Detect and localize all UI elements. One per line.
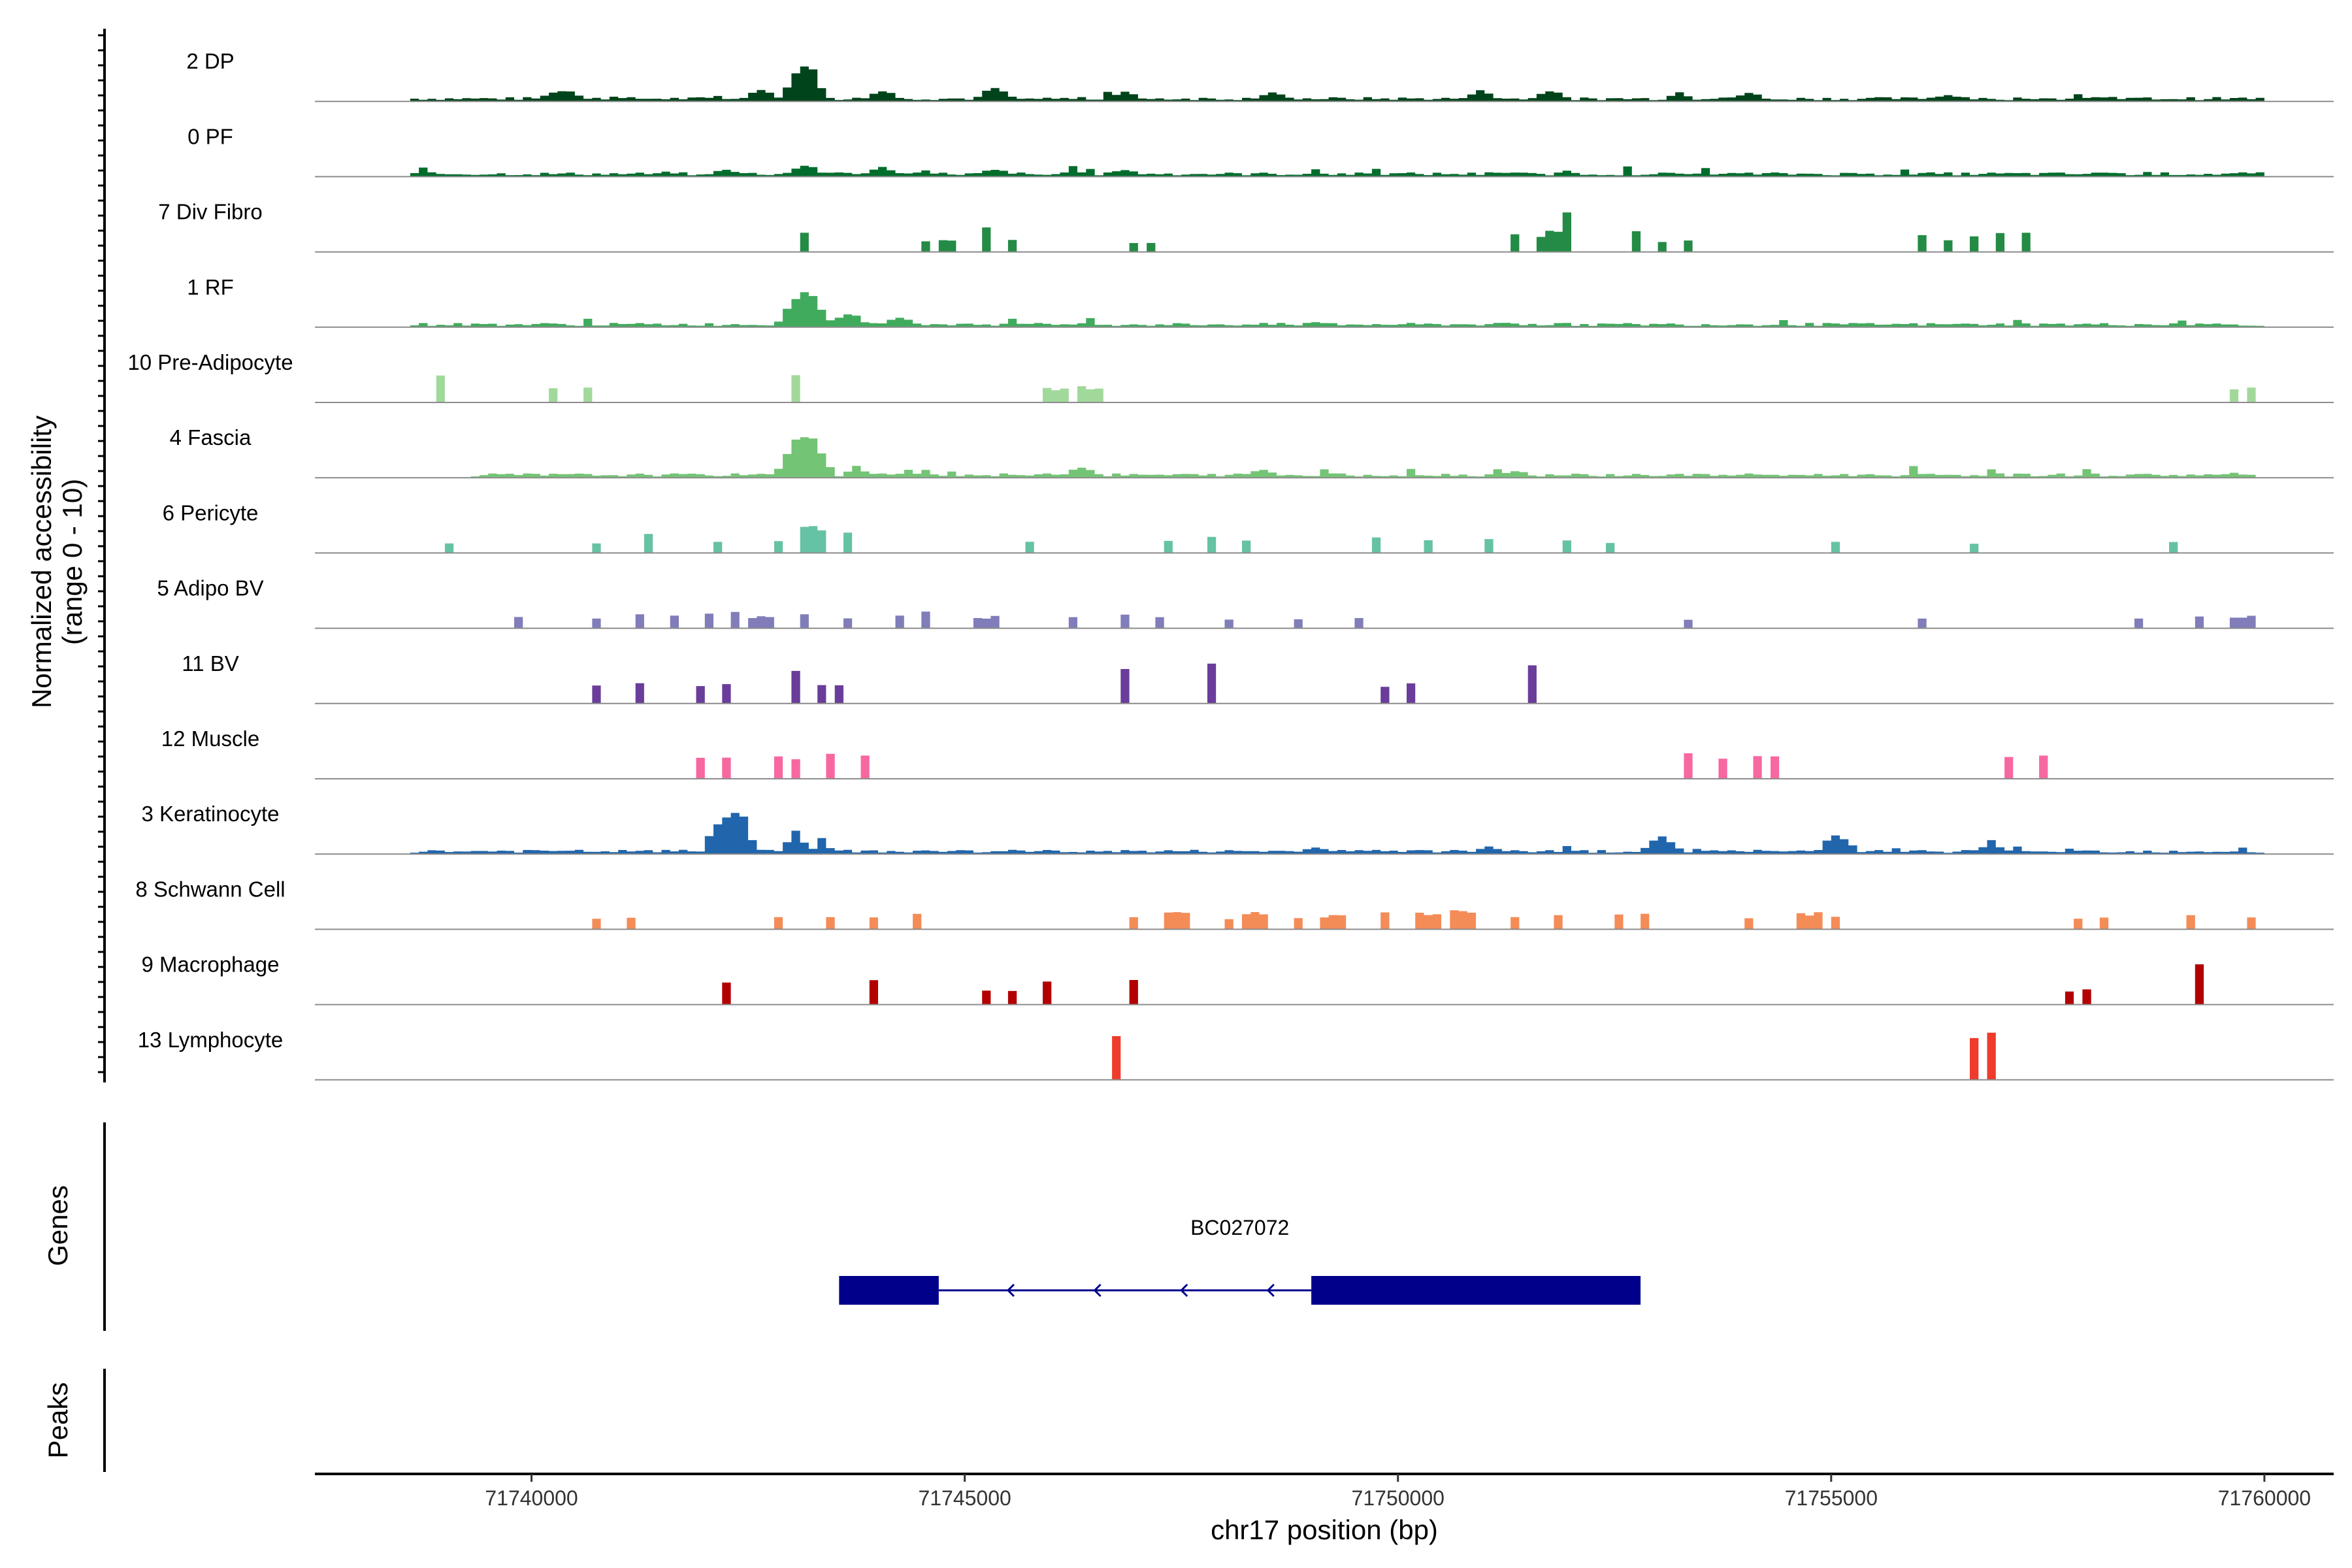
track-signal-area — [315, 612, 2343, 629]
coverage-tracks: 2 DP 0 PF 7 Div Fibro 1 RF 10 Pre-Adipocyte 4… — [127, 49, 2343, 1081]
track-label: 13 Lymphocyte — [138, 1028, 284, 1052]
gene-strand-arrow — [1093, 1283, 1102, 1298]
track-signal-area — [315, 813, 2343, 855]
x-axis-tick-label: 71755000 — [1785, 1486, 1878, 1510]
track: 8 Schwann Cell — [135, 877, 2343, 930]
gene-panel: Genes BC027072 — [42, 1122, 1641, 1331]
peaks-panel-label: Peaks — [42, 1382, 73, 1459]
track-signal-area — [315, 165, 2343, 177]
track-label: 0 PF — [188, 124, 233, 148]
y-axis — [98, 29, 106, 1083]
track: 10 Pre-Adipocyte — [127, 350, 2343, 403]
track-label: 12 Muscle — [161, 727, 259, 751]
gene-model — [839, 1276, 1641, 1305]
track: 5 Adipo BV — [157, 576, 2343, 629]
track-signal-area — [315, 292, 2343, 327]
track: 13 Lymphocyte — [138, 1028, 2343, 1081]
track: 6 Pericyte — [163, 500, 2343, 554]
track-label: 10 Pre-Adipocyte — [127, 350, 293, 374]
track: 2 DP — [186, 49, 2343, 103]
gene-strand-arrow — [1266, 1283, 1275, 1298]
gene-strand-arrow — [1180, 1283, 1188, 1298]
track-label: 6 Pericyte — [163, 500, 259, 525]
x-axis-tick-label: 71750000 — [1352, 1486, 1445, 1510]
x-axis: 71740000 71745000 71750000 71755000 71760000 — [315, 1473, 2334, 1510]
genes-panel-label: Genes — [42, 1185, 73, 1266]
track: 7 Div Fibro — [158, 200, 2343, 253]
track-label: 7 Div Fibro — [158, 200, 263, 224]
gene-strand-arrow — [1006, 1283, 1015, 1298]
track-label: 5 Adipo BV — [157, 576, 263, 600]
track: 9 Macrophage — [142, 953, 2343, 1005]
x-axis-title: chr17 position (bp) — [1211, 1514, 1438, 1545]
track-label: 11 BV — [182, 651, 238, 676]
track: 12 Muscle — [161, 727, 2343, 779]
track-signal-area — [315, 910, 2343, 930]
track-label: 9 Macrophage — [142, 953, 280, 977]
y-axis-range: (range 0 - 10) — [57, 479, 88, 645]
track-label: 3 Keratinocyte — [142, 802, 280, 826]
y-axis-title: Normalized accessibility — [26, 416, 57, 708]
track-label: 2 DP — [186, 49, 234, 73]
gene-exon — [1311, 1276, 1641, 1305]
gene-exon — [839, 1276, 939, 1305]
x-axis-tick-label: 71740000 — [485, 1486, 578, 1510]
track-label: 1 RF — [187, 275, 234, 299]
gene-name-label: BC027072 — [1190, 1216, 1289, 1239]
track-signal-area — [315, 526, 2343, 553]
track: 4 Fascia — [170, 425, 2343, 479]
track-signal-area — [315, 663, 2343, 704]
track-signal-area — [315, 437, 2343, 478]
track-signal-area — [315, 66, 2343, 102]
x-axis-tick-label: 71760000 — [2218, 1486, 2311, 1510]
track-label: 4 Fascia — [170, 425, 252, 449]
track: 3 Keratinocyte — [142, 802, 2343, 855]
x-axis-tick-label: 71745000 — [918, 1486, 1011, 1510]
track-label: 8 Schwann Cell — [135, 877, 285, 901]
track: 0 PF — [188, 124, 2343, 178]
track: 1 RF — [187, 275, 2343, 328]
peaks-panel: Peaks — [42, 1369, 106, 1472]
track: 11 BV — [182, 651, 2343, 704]
